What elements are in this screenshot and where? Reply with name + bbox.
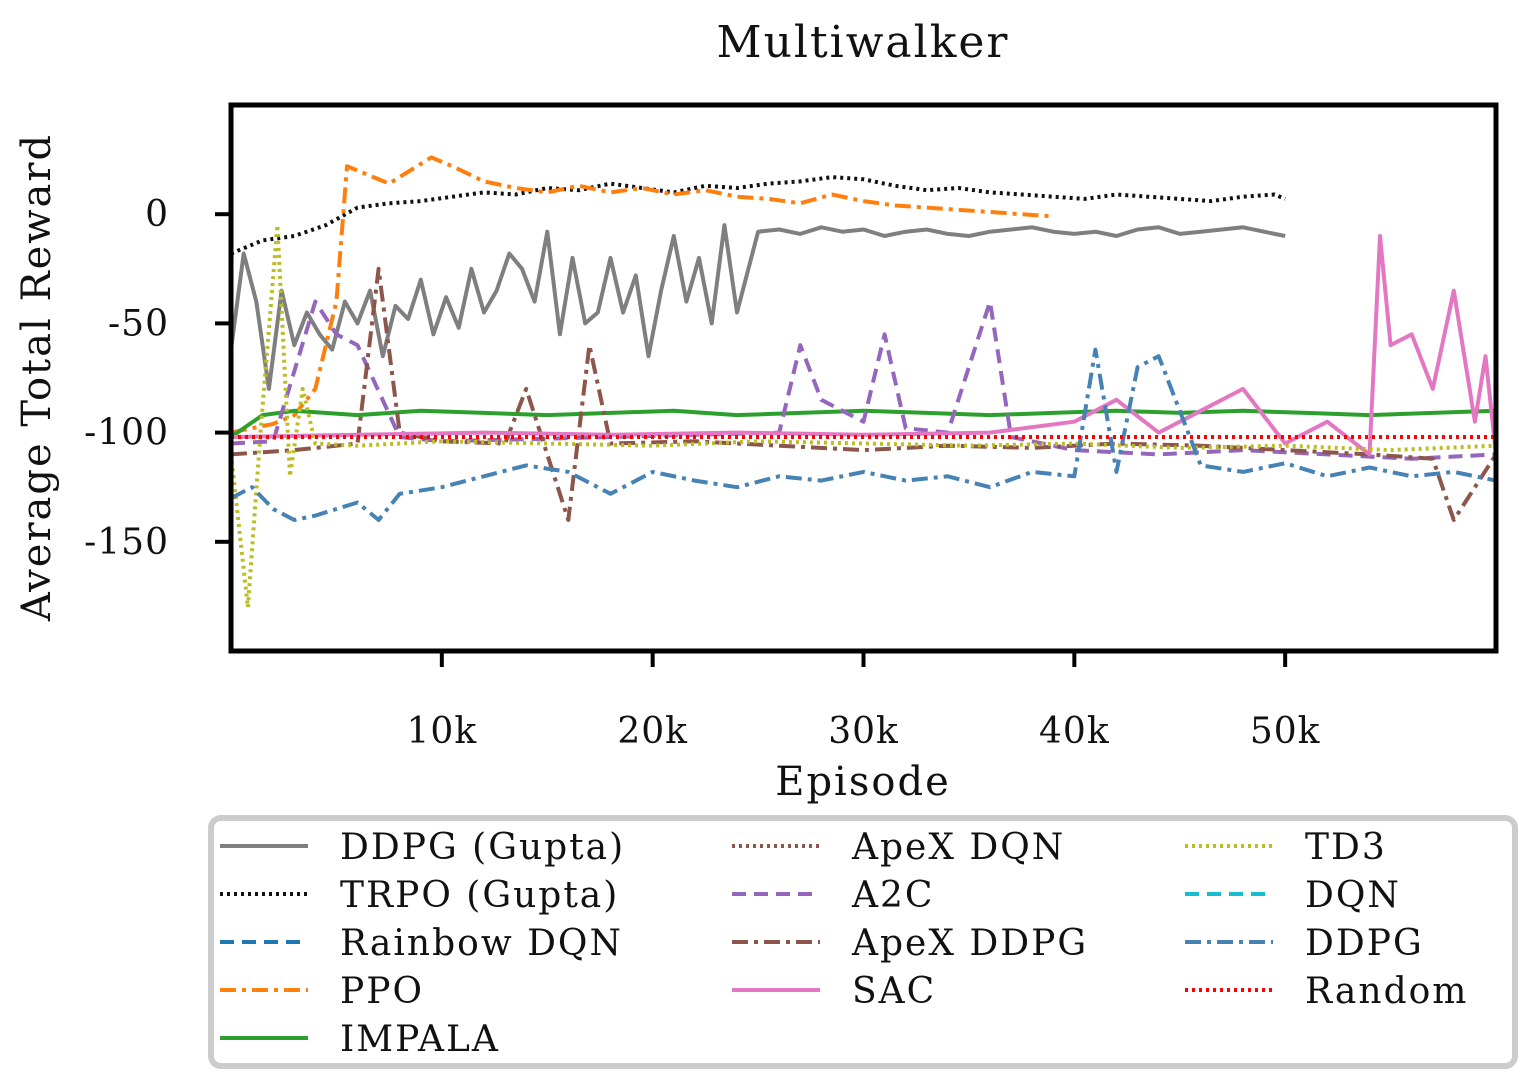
legend-label: IMPALA [340,1019,500,1060]
x-tick-label: 10k [407,711,478,752]
series-line-apex-ddpg [231,266,1496,522]
x-tick-label: 20k [617,711,688,752]
legend-label: A2C [851,875,934,916]
legend-label: Rainbow DQN [340,923,623,964]
series-line-a2c [231,299,1496,461]
legend-label: ApeX DDPG [851,923,1088,964]
y-tick-label: -100 [84,413,169,454]
series-line-impala [231,408,1496,439]
legend-label: TD3 [1305,827,1387,868]
series-line-trpo-gupta [231,175,1286,256]
legend-label: DQN [1305,875,1401,916]
y-tick-label: -150 [84,522,169,563]
y-tick-label: 0 [145,194,169,235]
legend-label: ApeX DQN [851,827,1065,868]
chart-title: Multiwalker [717,17,1010,68]
series-line-ddpg [231,347,1496,522]
legend-label: Random [1305,971,1468,1012]
x-tick-label: 30k [828,711,899,752]
y-axis-label: Average Total Reward [14,133,60,622]
legend-label: DDPG [1305,923,1424,964]
plot-frame [228,102,1499,654]
y-tick-label: -50 [108,303,169,344]
series-layer [231,155,1496,610]
legend-box [208,815,1518,1069]
legend-label: TRPO (Gupta) [340,875,619,916]
x-tick-label: 40k [1039,711,1110,752]
tick-layer: 10k 20k 30k 40k 50k 0 -50 -100 -150 [84,194,1321,752]
legend-label: PPO [340,971,424,1012]
x-axis-label: Episode [775,759,950,805]
series-line-sac [231,234,1496,457]
legend-label: DDPG (Gupta) [340,827,625,868]
series-line-ppo [231,155,1054,435]
legend: DDPG (Gupta) TRPO (Gupta) Rainbow DQN PPO IM… [208,815,1518,1069]
series-line-ddpg-gupta [231,223,1286,391]
legend-label: SAC [852,971,936,1012]
x-tick-label: 50k [1250,711,1321,752]
